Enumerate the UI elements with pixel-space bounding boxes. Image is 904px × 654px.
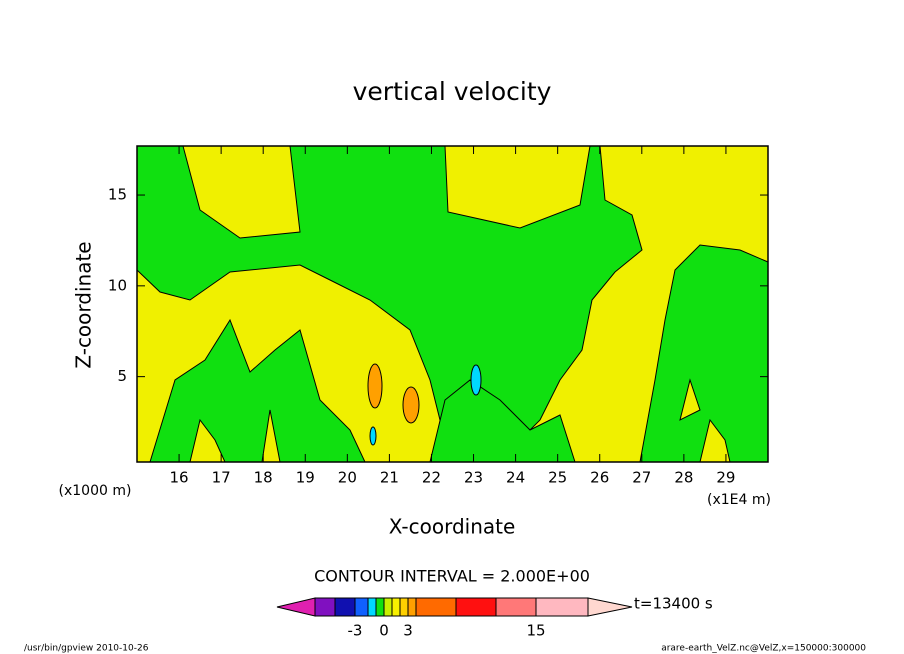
colorbar-tick-label: 0 xyxy=(379,622,389,640)
colorbar-box xyxy=(535,597,589,617)
y-tick-label: 10 xyxy=(108,276,127,294)
colorbar-tick-label: 3 xyxy=(403,622,413,640)
field-region xyxy=(429,379,576,463)
x-tick-label: 29 xyxy=(716,469,735,487)
x-tick-label: 27 xyxy=(632,469,651,487)
colorbar-box xyxy=(334,597,356,617)
footer-left: /usr/bin/gpview 2010-10-26 xyxy=(24,644,149,654)
x-tick-label: 21 xyxy=(380,469,399,487)
x-tick-label: 23 xyxy=(464,469,483,487)
colorbar-box xyxy=(495,597,537,617)
field-spot xyxy=(470,364,482,396)
x-tick-label: 18 xyxy=(254,469,273,487)
contour-field xyxy=(136,145,769,463)
x-tick-label: 22 xyxy=(422,469,441,487)
y-tick-label: 5 xyxy=(117,367,127,385)
colorbar-box xyxy=(407,597,417,617)
contour-interval: CONTOUR INTERVAL = 2.000E+00 xyxy=(314,567,590,586)
field-spot xyxy=(369,426,377,446)
x-tick-label: 20 xyxy=(338,469,357,487)
y-axis-unit: (x1000 m) xyxy=(59,483,132,499)
colorbar-box xyxy=(375,597,385,617)
colorbar-box xyxy=(391,597,401,617)
field-region xyxy=(189,378,731,463)
x-axis-unit: (x1E4 m) xyxy=(707,492,771,508)
field-spot xyxy=(367,363,383,409)
x-tick-label: 19 xyxy=(296,469,315,487)
x-tick-label: 25 xyxy=(548,469,567,487)
plot-frame xyxy=(136,145,769,463)
colorbar-box xyxy=(383,597,393,617)
colorbar-box xyxy=(399,597,409,617)
y-tick-label: 15 xyxy=(108,186,127,204)
footer-right: arare-earth_VelZ.nc@VelZ,x=150000:300000 xyxy=(661,644,866,654)
x-axis-label: X-coordinate xyxy=(389,515,516,539)
x-tick-label: 16 xyxy=(170,469,189,487)
colorbar-box xyxy=(415,597,457,617)
colorbar-tick-label: -3 xyxy=(348,622,363,640)
x-tick-label: 24 xyxy=(506,469,525,487)
y-axis-label: Z-coordinate xyxy=(72,241,96,368)
colorbar-triangle xyxy=(276,597,316,617)
chart-title: vertical velocity xyxy=(353,77,552,106)
x-tick-label: 17 xyxy=(212,469,231,487)
colorbar-box xyxy=(455,597,497,617)
x-tick-label: 26 xyxy=(590,469,609,487)
colorbar-box xyxy=(354,597,369,617)
x-tick-label: 28 xyxy=(674,469,693,487)
colorbar-box xyxy=(314,597,336,617)
colorbar-box xyxy=(367,597,377,617)
field-spot xyxy=(402,386,420,424)
time-label: t=13400 s xyxy=(634,595,713,613)
colorbar-triangle xyxy=(587,597,633,617)
colorbar-tick-label: 15 xyxy=(526,622,545,640)
